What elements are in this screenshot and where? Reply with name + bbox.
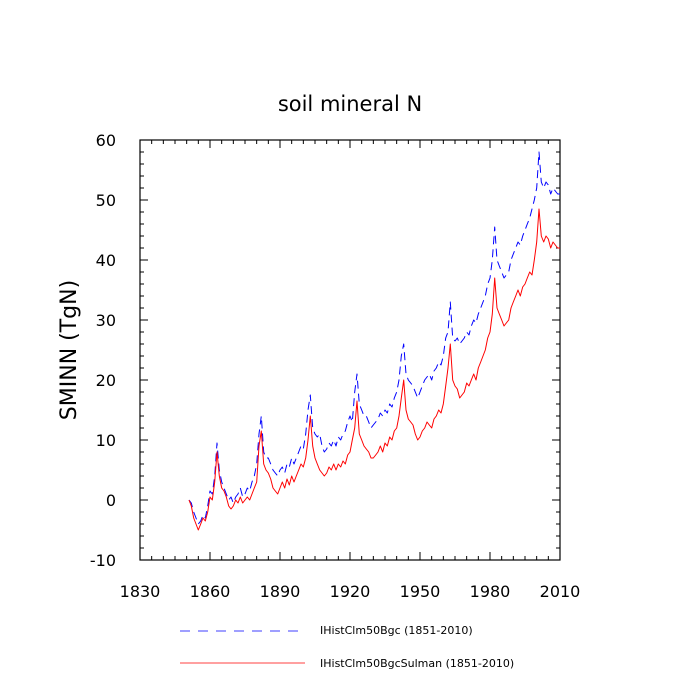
plot-frame bbox=[139, 139, 561, 561]
chart-title: soil mineral N bbox=[278, 92, 422, 116]
y-tick-label: -10 bbox=[90, 551, 116, 570]
series-line-ihistclm50bgcsulman bbox=[188, 208, 560, 531]
y-tick-label: 50 bbox=[96, 191, 116, 210]
y-tick-label: 20 bbox=[96, 371, 116, 390]
x-tick-label: 1860 bbox=[190, 582, 231, 601]
series-lines bbox=[188, 151, 560, 531]
y-tick-label: 40 bbox=[96, 251, 116, 270]
y-axis-label: SMINN (TgN) bbox=[57, 280, 82, 420]
x-tick-label: 1980 bbox=[470, 582, 511, 601]
x-tick-label: 1890 bbox=[260, 582, 301, 601]
y-tick-label: 30 bbox=[96, 311, 116, 330]
x-tick-label: 2010 bbox=[540, 582, 581, 601]
x-tick-label: 1830 bbox=[120, 582, 161, 601]
y-tick-label: 10 bbox=[96, 431, 116, 450]
y-tick-label: 0 bbox=[106, 491, 116, 510]
y-tick-label: 60 bbox=[96, 131, 116, 150]
legend-label-ihistclm50bgcsulman: IHistClm50BgcSulman (1851-2010) bbox=[320, 657, 514, 670]
series-line-ihistclm50bgc bbox=[188, 151, 560, 525]
x-tick-label: 1950 bbox=[400, 582, 441, 601]
axis-ticks: 1830 1860 1890 1920 1950 1980 2010 -10 0 10 20 30 40… bbox=[90, 131, 581, 601]
legend-label-ihistclm50bgc: IHistClm50Bgc (1851-2010) bbox=[320, 624, 473, 637]
x-tick-label: 1920 bbox=[330, 582, 371, 601]
legend: IHistClm50Bgc (1851-2010) IHistClm50BgcS… bbox=[180, 624, 514, 670]
